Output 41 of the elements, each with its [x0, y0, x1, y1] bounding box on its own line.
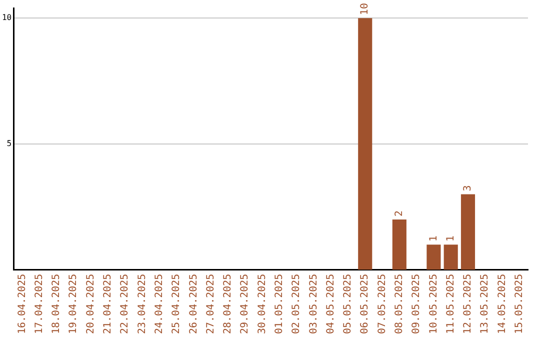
x-tick-label: 30.04.2025: [256, 274, 268, 334]
x-tick-label: 26.04.2025: [188, 274, 200, 334]
x-tick-label: 28.04.2025: [222, 274, 234, 334]
x-tick-label: 17.04.2025: [34, 274, 45, 334]
bar: [358, 18, 372, 270]
x-tick-label: 16.04.2025: [16, 274, 28, 334]
x-tick-label: 06.05.2025: [360, 274, 371, 334]
data-label: 1: [445, 236, 456, 242]
x-tick-label: 03.05.2025: [308, 274, 320, 334]
x-tick-label: 13.05.2025: [480, 274, 491, 334]
x-tick-label: 21.04.2025: [102, 274, 114, 334]
bar: [426, 244, 441, 270]
x-tick-label: 10.05.2025: [428, 274, 440, 334]
bar: [392, 219, 406, 270]
x-tick-label: 01.05.2025: [274, 274, 285, 334]
x-tick-label: 11.05.2025: [445, 274, 456, 334]
x-tick-label: 15.05.2025: [514, 274, 526, 334]
x-tick-label: 20.04.2025: [85, 274, 96, 334]
x-tick-label: 02.05.2025: [291, 274, 302, 334]
data-label: 10: [360, 3, 371, 16]
x-tick-label: 27.04.2025: [205, 274, 216, 334]
x-tick-label: 09.05.2025: [411, 274, 422, 334]
x-tick-label: 19.04.2025: [68, 274, 80, 334]
x-tick-label: 12.05.2025: [462, 274, 474, 334]
x-tick-label: 18.04.2025: [51, 274, 62, 334]
x-tick-label: 24.04.2025: [154, 274, 165, 334]
bar: [444, 244, 458, 270]
x-tick-label: 05.05.2025: [342, 274, 354, 334]
bar: [460, 194, 476, 270]
x-tick-label: 29.04.2025: [240, 274, 251, 334]
data-label: 3: [462, 185, 474, 192]
y-tick-label: 5: [6, 139, 12, 148]
data-label: 1: [428, 236, 440, 242]
x-tick-label: 04.05.2025: [325, 274, 336, 334]
x-tick-label: 07.05.2025: [376, 274, 388, 334]
x-tick-label: 23.04.2025: [136, 274, 148, 334]
x-tick-label: 14.05.2025: [496, 274, 508, 334]
x-tick-label: 25.04.2025: [171, 274, 182, 334]
x-tick-label: 08.05.2025: [394, 274, 405, 334]
data-label: 2: [394, 210, 405, 216]
x-tick-label: 22.04.2025: [120, 274, 131, 334]
